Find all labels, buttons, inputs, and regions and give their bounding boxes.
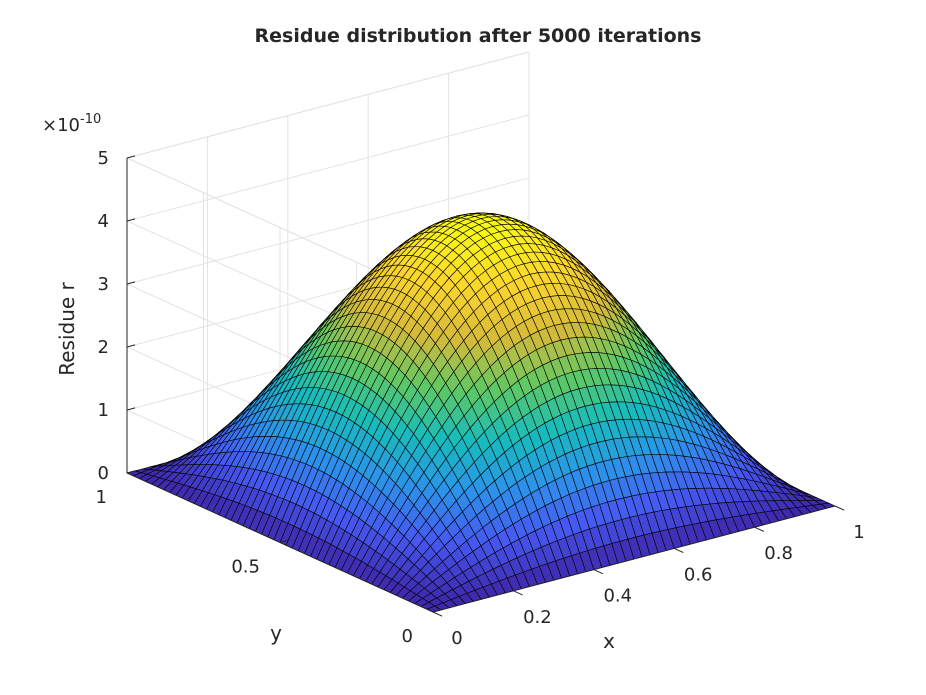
x-tick-mark bbox=[834, 505, 845, 511]
z-exponent-label: ×10-10 bbox=[42, 112, 101, 136]
tick-labels: 0 0.2 0.4 0.6 0.8 1 0 0.5 1 0 1 2 3 4 5 bbox=[96, 148, 865, 649]
x-tick-label: 0.8 bbox=[764, 543, 793, 564]
z-tick-mark bbox=[126, 281, 136, 285]
y-tick-label: 0.5 bbox=[231, 557, 260, 578]
chart-title: Residue distribution after 5000 iteratio… bbox=[255, 25, 702, 47]
z-exponent-power: -10 bbox=[80, 112, 101, 127]
x-tick-label: 0.6 bbox=[684, 564, 713, 585]
z-tick-label: 1 bbox=[98, 400, 109, 421]
axis-lines bbox=[126, 155, 845, 617]
z-tick-mark bbox=[126, 344, 136, 348]
z-tick-label: 4 bbox=[98, 211, 109, 232]
z-axis-label: Residue r bbox=[55, 281, 79, 375]
z-tick-label: 0 bbox=[98, 463, 109, 484]
x-tick-mark bbox=[593, 569, 604, 575]
surface-mesh bbox=[126, 212, 836, 613]
z-tick-mark bbox=[126, 407, 136, 411]
y-tick-label: 1 bbox=[96, 487, 107, 508]
z-tick-label: 2 bbox=[98, 337, 109, 358]
x-tick-mark bbox=[432, 611, 443, 617]
z-tick-label: 5 bbox=[98, 148, 109, 169]
z-tick-mark bbox=[126, 155, 136, 159]
x-tick-mark bbox=[513, 590, 523, 596]
z-tick-mark bbox=[126, 218, 136, 222]
x-tick-mark bbox=[673, 547, 684, 554]
x-tick-label: 0.2 bbox=[523, 607, 552, 628]
x-tick-mark bbox=[754, 526, 764, 532]
x-axis-line bbox=[432, 505, 836, 613]
z-tick-label: 3 bbox=[98, 274, 109, 295]
y-tick-mark bbox=[279, 539, 291, 543]
x-tick-label: 0 bbox=[451, 628, 462, 649]
x-tick-label: 1 bbox=[853, 522, 864, 543]
z-exponent-base: ×10 bbox=[42, 115, 80, 136]
y-axis-label: y bbox=[270, 621, 282, 645]
y-tick-label: 0 bbox=[402, 626, 413, 647]
z-tick-mark bbox=[126, 470, 136, 474]
x-axis-label: x bbox=[603, 629, 615, 653]
y-tick-mark bbox=[432, 608, 444, 613]
x-tick-label: 0.4 bbox=[603, 586, 632, 607]
